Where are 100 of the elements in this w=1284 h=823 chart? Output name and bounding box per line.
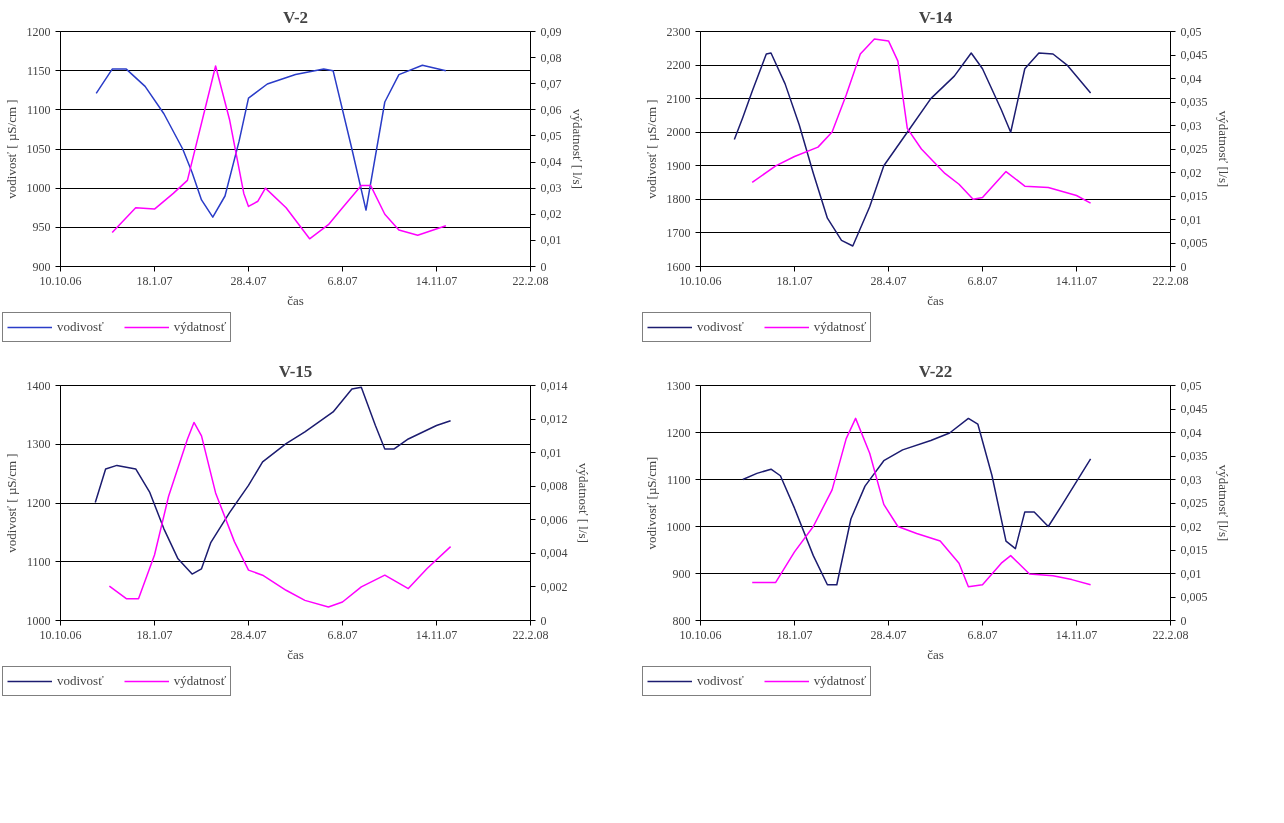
x-tick-label: 10.10.06: [679, 273, 722, 288]
y2-tick-label: 0,09: [540, 24, 562, 39]
y2-tick-label: 0,035: [1180, 95, 1208, 109]
legend-label: vodivosť: [697, 319, 744, 335]
y2-tick-label: 0,008: [540, 479, 568, 494]
x-tick-label: 14.11.07: [415, 627, 458, 642]
y-tick-label: 1600: [666, 259, 691, 274]
y-tick-label: 1700: [666, 225, 691, 240]
x-axis-title: čas: [927, 646, 944, 662]
x-tick-label: 28.4.07: [870, 627, 907, 642]
chart-title: V-22: [918, 361, 953, 381]
y2-tick-label: 0,015: [1180, 189, 1208, 203]
x-tick-label: 14.11.07: [1055, 627, 1098, 642]
y2-axis-title: výdatnosť [l/s]: [1215, 464, 1231, 542]
x-tick-label: 22.2.08: [512, 627, 549, 642]
x-tick-label: 10.10.06: [39, 627, 82, 642]
y-axis-title: vodivosť [ µS/cm ]: [643, 99, 659, 199]
y2-tick-label: 0,004: [540, 546, 568, 561]
y-tick-label: 1900: [666, 158, 691, 173]
y-tick-label: 2300: [666, 24, 691, 39]
y-tick-label: 1050: [26, 142, 51, 156]
y-tick-label: 1100: [26, 554, 51, 569]
y-tick-label: 900: [672, 566, 691, 581]
y2-tick-label: 0: [540, 613, 547, 628]
y2-tick-label: 0,04: [1180, 71, 1202, 86]
legend-label: výdatnosť: [173, 319, 227, 335]
x-tick-label: 18.1.07: [776, 627, 813, 642]
y-tick-label: 1200: [26, 496, 51, 510]
y-tick-label: 1400: [26, 378, 51, 393]
legend-label: výdatnosť: [813, 673, 867, 689]
y-axis-title: vodivosť [ µS/cm ]: [3, 99, 19, 199]
y-tick-label: 1000: [666, 519, 691, 534]
y2-tick-label: 0,03: [1180, 118, 1202, 133]
x-tick-label: 14.11.07: [415, 273, 458, 288]
y2-tick-label: 0,01: [1180, 212, 1202, 227]
x-tick-label: 22.2.08: [512, 273, 549, 288]
y-tick-label: 900: [32, 259, 51, 274]
y-tick-label: 2200: [666, 58, 691, 73]
x-tick-label: 28.4.07: [230, 627, 267, 642]
y2-tick-label: 0,05: [1180, 24, 1202, 39]
line-series: [733, 52, 1092, 247]
y2-tick-label: 0,06: [540, 102, 562, 117]
y-tick-label: 1000: [26, 613, 51, 628]
y-tick-label: 800: [672, 613, 691, 628]
x-tick-label: 6.8.07: [327, 627, 358, 642]
y-tick-label: 1200: [26, 24, 51, 39]
y2-tick-label: 0,01: [540, 233, 562, 248]
x-tick-label: 22.2.08: [1152, 273, 1189, 288]
y-tick-label: 1100: [666, 472, 691, 487]
y2-tick-label: 0,03: [540, 181, 562, 196]
x-tick-label: 6.8.07: [967, 627, 998, 642]
y-tick-label: 2000: [666, 125, 691, 140]
y-tick-label: 1000: [26, 181, 51, 196]
y2-tick-label: 0,03: [1180, 472, 1202, 487]
y-tick-label: 1150: [26, 63, 51, 78]
y2-tick-label: 0,02: [1180, 165, 1202, 180]
x-tick-label: 22.2.08: [1152, 627, 1189, 642]
y-tick-label: 950: [32, 220, 51, 235]
x-tick-label: 18.1.07: [136, 627, 173, 642]
x-axis-title: čas: [927, 292, 944, 308]
legend-label: vodivosť: [57, 673, 104, 689]
y-axis-title: vodivosť [µS/cm]: [643, 456, 659, 550]
y2-tick-label: 0,005: [1180, 236, 1208, 250]
y2-tick-label: 0,015: [1180, 543, 1208, 557]
line-series: [751, 38, 1092, 204]
y2-tick-label: 0,006: [540, 512, 568, 527]
y2-tick-label: 0,045: [1180, 48, 1208, 62]
line-series: [95, 64, 447, 218]
y2-tick-label: 0,014: [540, 378, 568, 393]
line-series: [111, 65, 447, 240]
x-axis-title: čas: [287, 646, 304, 662]
y2-tick-label: 0,04: [540, 155, 562, 170]
y2-tick-label: 0: [540, 259, 547, 274]
legend-label: vodivosť: [697, 673, 744, 689]
y2-tick-label: 0,025: [1180, 496, 1208, 510]
y2-tick-label: 0,012: [540, 412, 568, 427]
x-tick-label: 28.4.07: [230, 273, 267, 288]
y2-tick-label: 0,045: [1180, 402, 1208, 416]
x-axis-title: čas: [287, 292, 304, 308]
chart-title: V-14: [918, 7, 953, 27]
y-axis-title: vodivosť [ µS/cm ]: [3, 453, 19, 553]
y2-tick-label: 0,05: [540, 128, 562, 143]
y2-tick-label: 0,07: [540, 76, 562, 91]
chart-title: V-15: [278, 361, 313, 381]
legend-label: výdatnosť: [173, 673, 227, 689]
y2-tick-label: 0,08: [540, 50, 562, 65]
y-tick-label: 1100: [26, 102, 51, 117]
x-tick-label: 18.1.07: [136, 273, 173, 288]
y2-tick-label: 0,05: [1180, 378, 1202, 393]
y2-tick-label: 0,02: [540, 207, 562, 222]
line-series: [108, 421, 452, 608]
y2-axis-title: výdatnosť [ l/s]: [569, 109, 585, 189]
y-tick-label: 1300: [666, 378, 691, 393]
y-tick-label: 1800: [666, 192, 691, 207]
y-tick-label: 2100: [666, 91, 691, 106]
x-tick-label: 10.10.06: [679, 627, 722, 642]
y-tick-label: 1300: [26, 437, 51, 452]
y2-tick-label: 0: [1180, 259, 1187, 274]
legend-label: vodivosť: [57, 319, 104, 335]
y2-tick-label: 0,04: [1180, 425, 1202, 440]
